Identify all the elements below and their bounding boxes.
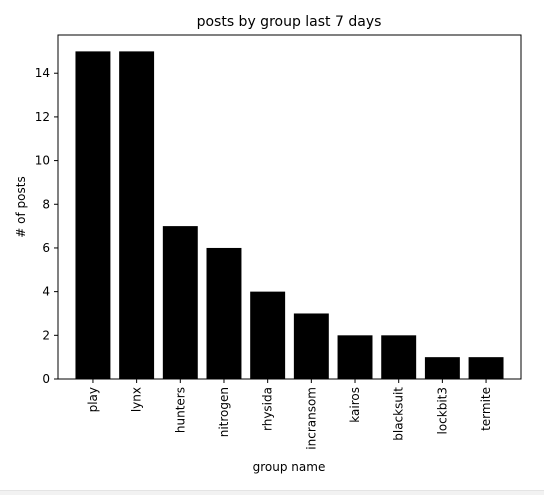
y-tick-label-8: 8 bbox=[42, 197, 50, 211]
bar-blacksuit bbox=[381, 335, 417, 379]
bar-termite bbox=[468, 357, 504, 379]
y-axis-label: # of posts bbox=[14, 176, 28, 237]
bar-incransom bbox=[293, 313, 329, 379]
x-tick-label-termite: termite bbox=[479, 387, 493, 431]
x-tick-label-play: play bbox=[86, 387, 100, 412]
x-tick-label-nitrogen: nitrogen bbox=[217, 387, 231, 437]
x-tick-label-kairos: kairos bbox=[348, 387, 362, 423]
bar-kairos bbox=[337, 335, 373, 379]
bar-lockbit3 bbox=[424, 357, 460, 379]
bar-rhysida bbox=[250, 291, 286, 379]
x-tick-label-blacksuit: blacksuit bbox=[392, 387, 406, 441]
bar-lynx bbox=[119, 51, 155, 379]
x-tick-label-rhysida: rhysida bbox=[261, 387, 275, 431]
x-tick-label-hunters: hunters bbox=[173, 387, 187, 433]
plot-frame bbox=[57, 34, 522, 380]
x-axis-label: group name bbox=[253, 460, 326, 474]
y-tick-label-12: 12 bbox=[35, 110, 50, 124]
x-tick-label-incransom: incransom bbox=[304, 387, 318, 450]
bar-play bbox=[75, 51, 111, 379]
bar-nitrogen bbox=[206, 247, 242, 379]
bars bbox=[75, 51, 504, 379]
x-tick-label-lockbit3: lockbit3 bbox=[435, 387, 449, 435]
y-tick-label-10: 10 bbox=[35, 154, 50, 168]
chart-title: posts by group last 7 days bbox=[197, 14, 382, 30]
y-tick-label-14: 14 bbox=[35, 66, 50, 80]
bar-hunters bbox=[162, 226, 198, 379]
y-tick-label-6: 6 bbox=[42, 241, 50, 255]
x-tick-label-lynx: lynx bbox=[130, 387, 144, 412]
x-axis: play lynx hunters nitrogen rhysida incransom k… bbox=[86, 379, 493, 450]
y-axis: 0 2 4 6 8 10 12 14 bbox=[35, 66, 58, 386]
y-tick-label-0: 0 bbox=[42, 372, 50, 386]
window-edge bbox=[0, 490, 544, 495]
y-tick-label-2: 2 bbox=[42, 328, 50, 342]
y-tick-label-4: 4 bbox=[42, 285, 50, 299]
